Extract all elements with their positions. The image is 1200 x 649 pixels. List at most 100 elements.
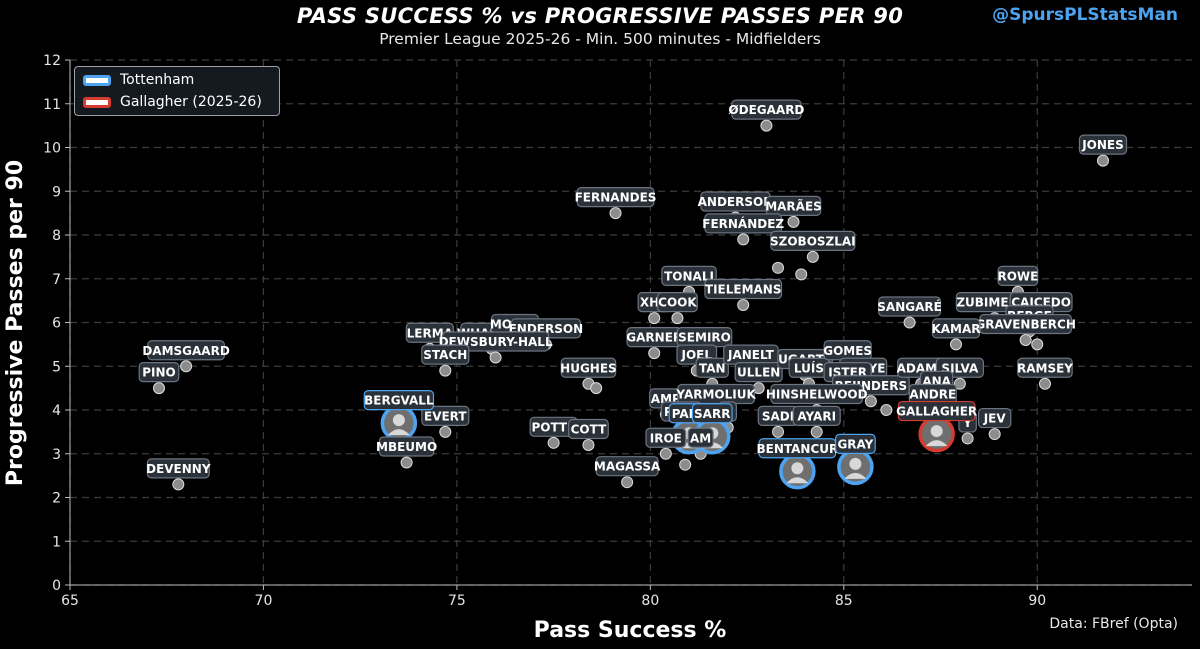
point-label: HINSHELWOOD [766,388,868,402]
player-face [791,462,804,475]
point-label: STACH [423,348,467,362]
data-source: Data: FBref (Opta) [1049,616,1178,632]
y-tick-label: 6 [52,316,61,332]
point-label-box [645,427,687,448]
y-tick-label: 7 [52,272,61,288]
point-label: GARNER [626,331,682,345]
data-point [590,382,603,395]
legend-item-tottenham: Tottenham [83,70,194,90]
point-label: JONES [1081,138,1124,152]
data-point [671,312,684,325]
data-point [949,338,962,351]
legend-swatch-gallagher [83,96,111,108]
point-label: YARMOLIUK [675,388,756,402]
point-label-box [441,331,550,352]
point-label: AYARI [797,409,836,423]
data-point [1038,377,1051,390]
point-label: SZOBOSZLAI [770,234,856,248]
point-label-box [661,265,717,286]
y-tick-label: 12 [43,53,61,69]
data-point [961,432,974,445]
y-tick-label: 10 [43,141,61,157]
data-point [152,382,165,395]
data-point [648,347,661,360]
data-point [400,456,413,469]
player-shoulders [844,472,867,479]
data-point [1031,338,1044,351]
point-label-box [687,427,714,448]
point-label: ANDERSON [698,195,774,209]
point-label-box [378,436,435,457]
point-label-box [704,213,783,234]
data-point [988,428,1001,441]
point-label-box [363,390,435,411]
data-point [648,312,661,325]
point-label: MBEUMO [376,440,437,454]
point-label: BENTANCUR [756,442,838,456]
y-tick-label: 8 [52,228,61,244]
data-point [760,119,773,132]
point-label-box [138,362,180,383]
player-shoulders [786,477,809,484]
data-point [621,476,634,489]
chart-subtitle: Premier League 2025-26 - Min. 500 minute… [379,30,821,48]
player-face [849,457,862,470]
y-tick-label: 4 [52,403,61,419]
y-tick-label: 0 [52,578,61,594]
point-label: JEV [983,412,1007,426]
data-point [489,351,502,364]
point-label: FERNANDES [575,191,657,205]
point-label: COOK [658,296,697,310]
data-point [172,478,185,491]
legend: Tottenham Gallagher (2025-26) [74,66,280,116]
point-label: ULLEN [737,366,780,380]
point-label: COTT [571,423,607,437]
legend-label-gallagher: Gallagher (2025-26) [120,94,262,110]
point-label-box [997,265,1039,286]
data-point [810,425,823,438]
data-point [679,458,692,471]
player-shoulders [387,429,410,436]
point-label: EVERT [424,409,467,423]
data-point [582,439,595,451]
point-label: IROE [650,431,682,445]
legend-label-tottenham: Tottenham [120,72,195,88]
point-label-box [695,357,729,378]
point-label: PINO [142,366,176,380]
data-point [439,425,452,438]
grid-lines [69,59,1192,586]
point-label-box [595,456,659,477]
point-label-box [931,318,981,339]
y-axis-label: Progressive Passes per 90 [3,160,28,486]
point-label: Y [962,416,972,430]
data-point [737,233,750,246]
x-tick-label: 85 [835,593,853,609]
x-tick-label: 90 [1028,593,1046,609]
legend-swatch-tottenham [83,74,111,86]
x-tick-label: 70 [255,593,273,609]
point-label-box [576,187,655,208]
point-label: ROWE [997,269,1038,283]
point-label-box [560,357,617,378]
data-point [772,425,785,438]
point-label: DEVENNY [146,462,211,476]
point-label-box [1017,357,1073,378]
y-tick-label: 1 [52,534,61,550]
point-label: HUGHES [560,361,617,375]
data-point [547,436,560,449]
point-label: TONALI [664,269,714,283]
point-label-box [1078,134,1128,155]
point-label: SEMIRO [678,331,731,345]
point-label: GOMES [823,344,872,358]
data-point [880,404,893,416]
x-tick-label: 80 [641,593,659,609]
point-label: TIELEMANS [705,283,782,297]
data-point [659,447,672,460]
point-label-box [878,296,942,317]
data-point [180,360,193,373]
data-point [864,395,877,408]
x-axis-label: Pass Success % [534,618,727,643]
legend-item-gallagher: Gallagher (2025-26) [83,92,262,112]
